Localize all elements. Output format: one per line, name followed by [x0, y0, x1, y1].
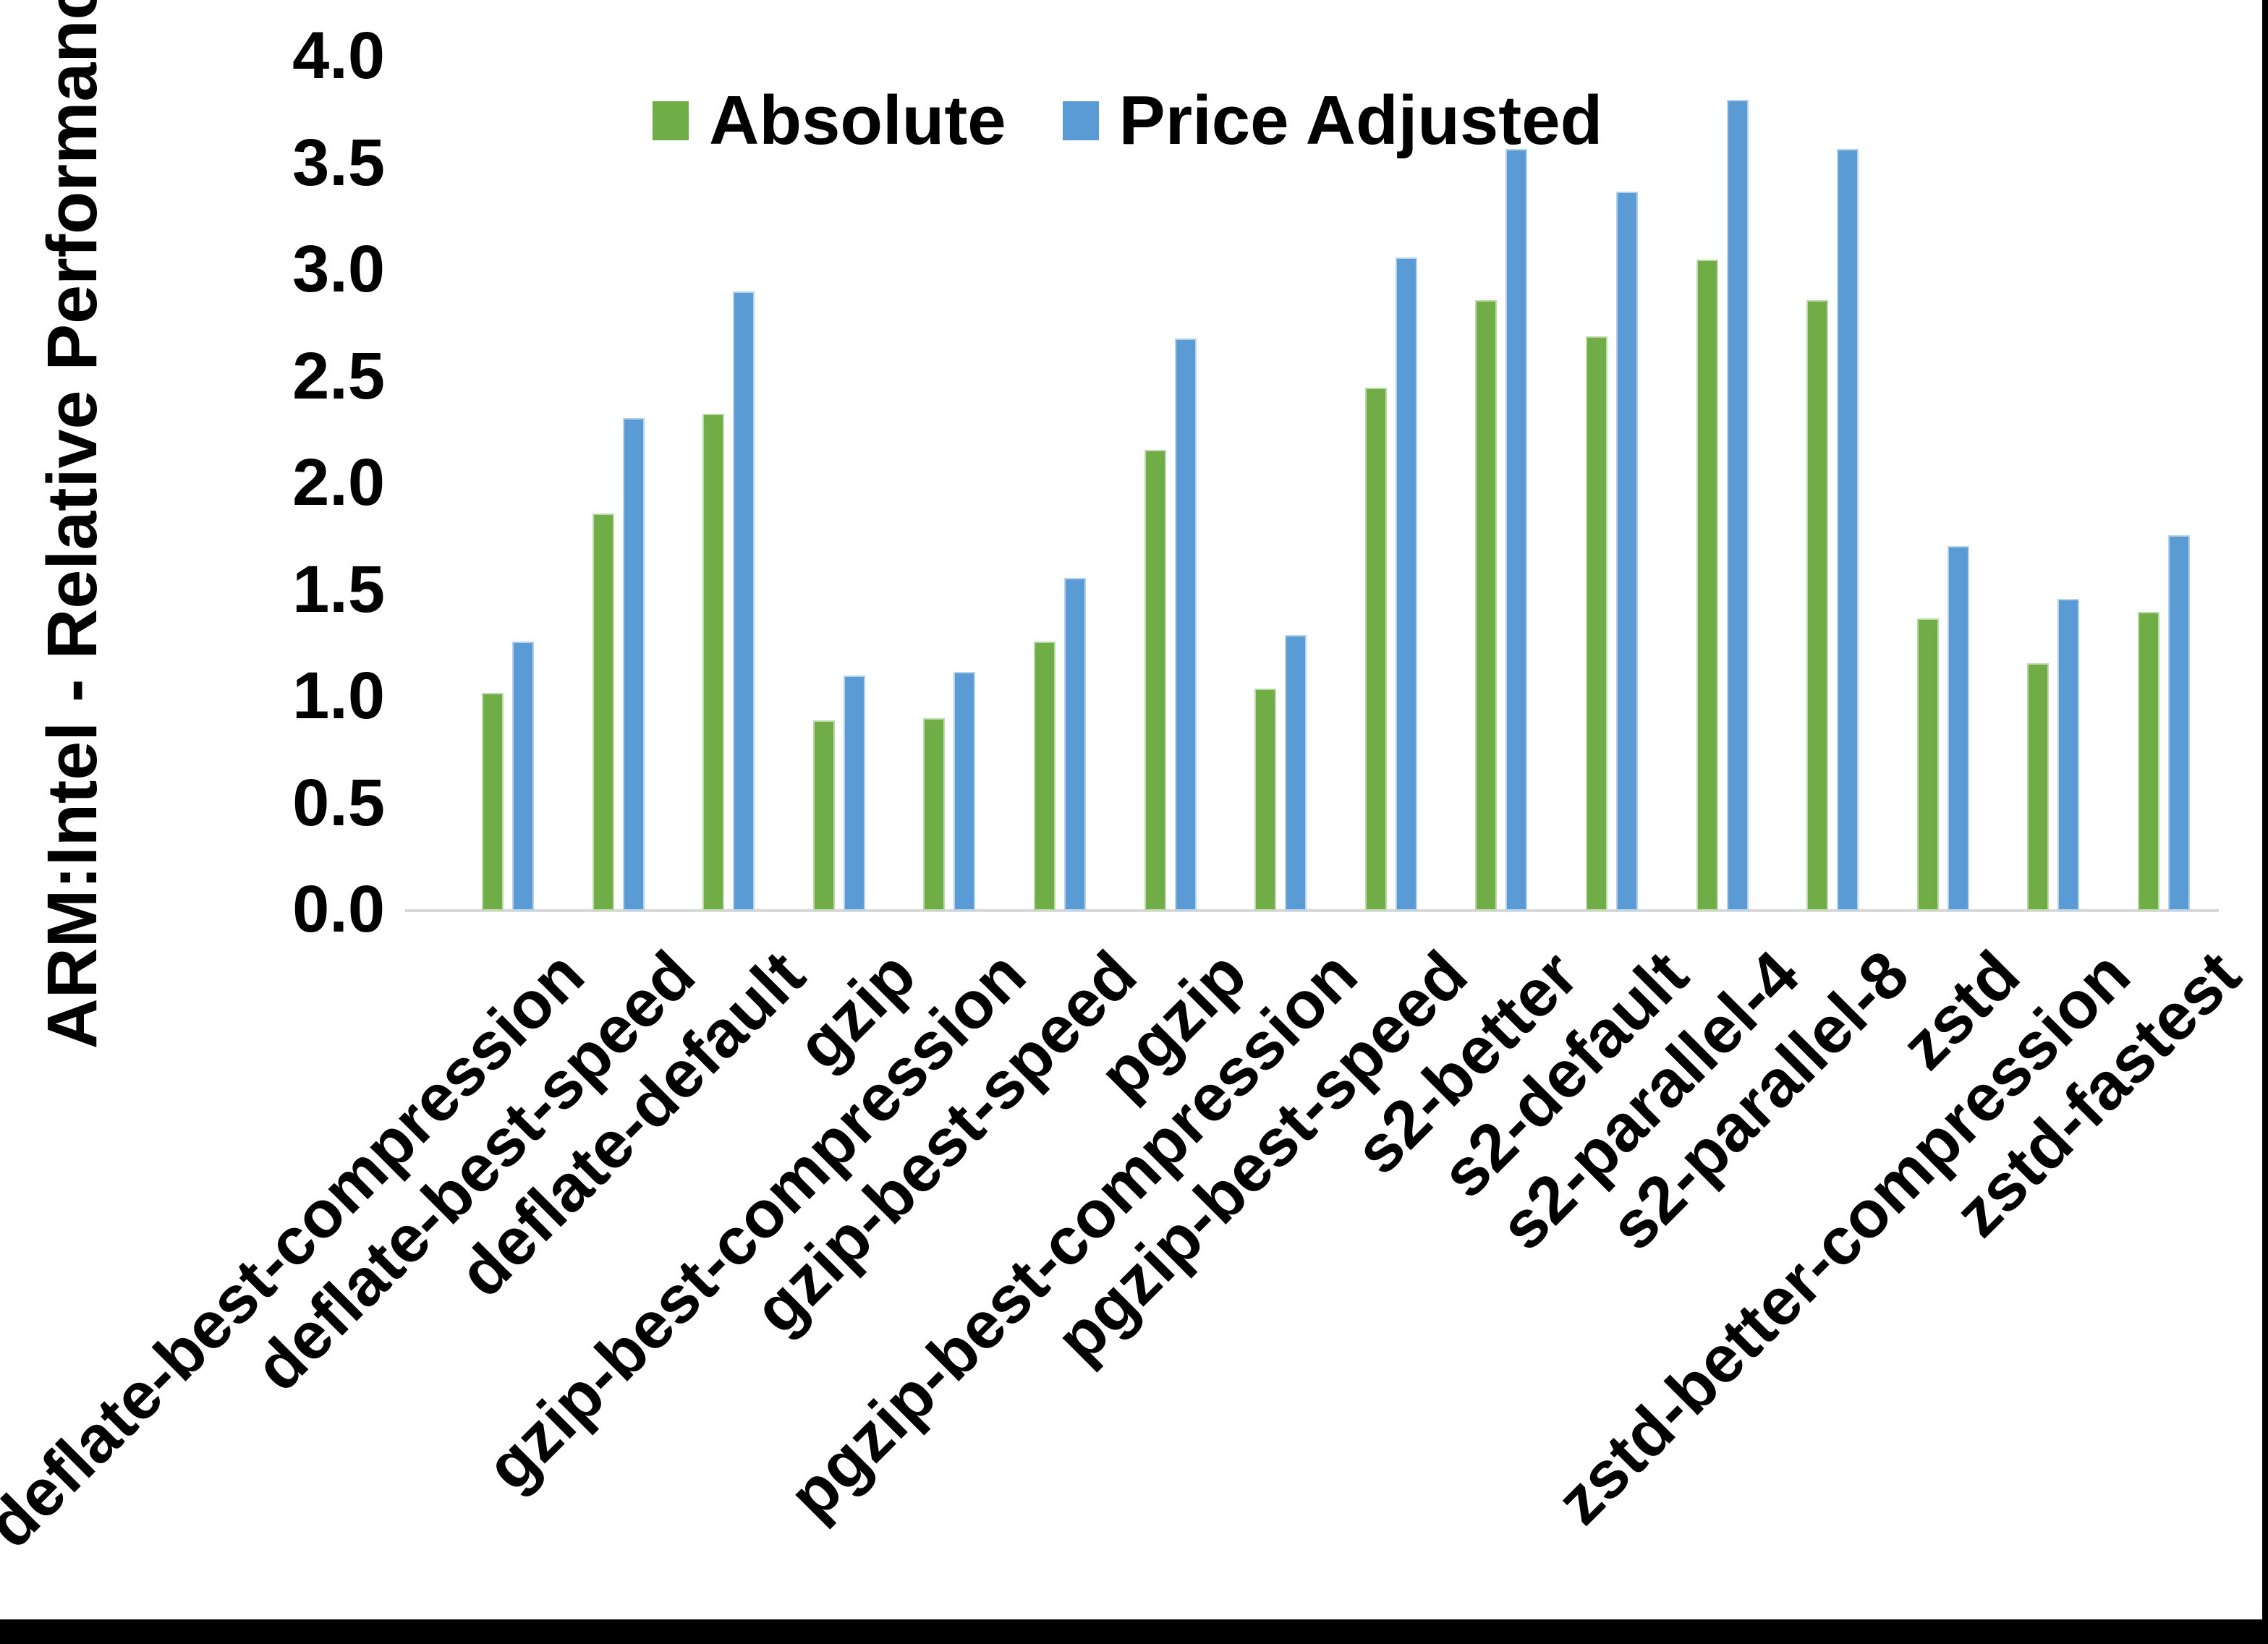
bar-price-adjusted-gzip-best-speed — [1064, 578, 1086, 911]
y-axis-title: ARM:Intel - Relative Performance — [33, 0, 111, 1049]
bar-price-adjusted-pgzip — [1175, 338, 1197, 911]
bar-absolute-pgzip — [1144, 450, 1166, 911]
bar-price-adjusted-s2-default — [1616, 192, 1638, 911]
bar-absolute-deflate-default — [702, 414, 724, 911]
bar-price-adjusted-zstd — [1948, 546, 1969, 911]
bar-absolute-deflate-best-compression — [482, 693, 504, 911]
bar-absolute-gzip-best-compression — [923, 718, 945, 911]
y-tick-label-2.5: 2.5 — [292, 338, 385, 413]
y-tick-label-4.0: 4.0 — [292, 19, 385, 93]
bar-absolute-zstd-better-compression — [2027, 663, 2049, 911]
bar-price-adjusted-gzip-best-compression — [954, 672, 975, 911]
bar-price-adjusted-zstd-better-compression — [2057, 599, 2079, 911]
bar-absolute-s2-parallel-4 — [1696, 260, 1718, 911]
y-tick-label-0.0: 0.0 — [292, 872, 385, 947]
x-axis-line — [405, 909, 2219, 912]
bar-price-adjusted-s2-better — [1505, 149, 1527, 911]
bar-price-adjusted-deflate-best-compression — [512, 642, 534, 911]
bar-absolute-gzip — [813, 720, 835, 911]
legend-swatch-price-adjusted — [1062, 101, 1099, 140]
bar-price-adjusted-s2-parallel-8 — [1837, 149, 1859, 911]
bar-absolute-zstd — [1917, 618, 1939, 911]
bar-price-adjusted-pgzip-best-compression — [1285, 635, 1307, 911]
bar-absolute-gzip-best-speed — [1034, 642, 1056, 911]
bar-price-adjusted-pgzip-best-speed — [1396, 257, 1417, 911]
y-tick-label-3.0: 3.0 — [292, 232, 385, 307]
window-border-right — [2262, 0, 2268, 1644]
bar-absolute-pgzip-best-speed — [1365, 388, 1387, 911]
window-border-bottom — [0, 1619, 2268, 1644]
legend: Absolute Price Adjusted — [653, 78, 1602, 163]
y-tick-label-3.5: 3.5 — [292, 125, 385, 200]
y-tick-label-1.0: 1.0 — [292, 659, 385, 733]
legend-label-absolute: Absolute — [709, 82, 1006, 159]
bar-absolute-deflate-best-speed — [593, 514, 614, 911]
bar-absolute-pgzip-best-compression — [1254, 689, 1276, 911]
bar-absolute-s2-default — [1586, 336, 1607, 911]
y-tick-label-1.5: 1.5 — [292, 552, 385, 626]
bar-absolute-zstd-fastest — [2138, 612, 2159, 911]
legend-label-price-adjusted: Price Adjusted — [1118, 82, 1603, 159]
y-tick-label-2.0: 2.0 — [292, 446, 385, 520]
y-tick-label-0.5: 0.5 — [292, 765, 385, 840]
legend-swatch-absolute — [653, 101, 689, 140]
bar-price-adjusted-s2-parallel-4 — [1727, 100, 1749, 911]
bar-absolute-s2-better — [1475, 300, 1497, 911]
bar-price-adjusted-deflate-best-speed — [623, 418, 645, 911]
bar-price-adjusted-zstd-fastest — [2168, 535, 2190, 911]
bar-absolute-s2-parallel-8 — [1806, 300, 1828, 911]
bar-price-adjusted-gzip — [844, 676, 865, 911]
bar-price-adjusted-deflate-default — [733, 291, 755, 911]
